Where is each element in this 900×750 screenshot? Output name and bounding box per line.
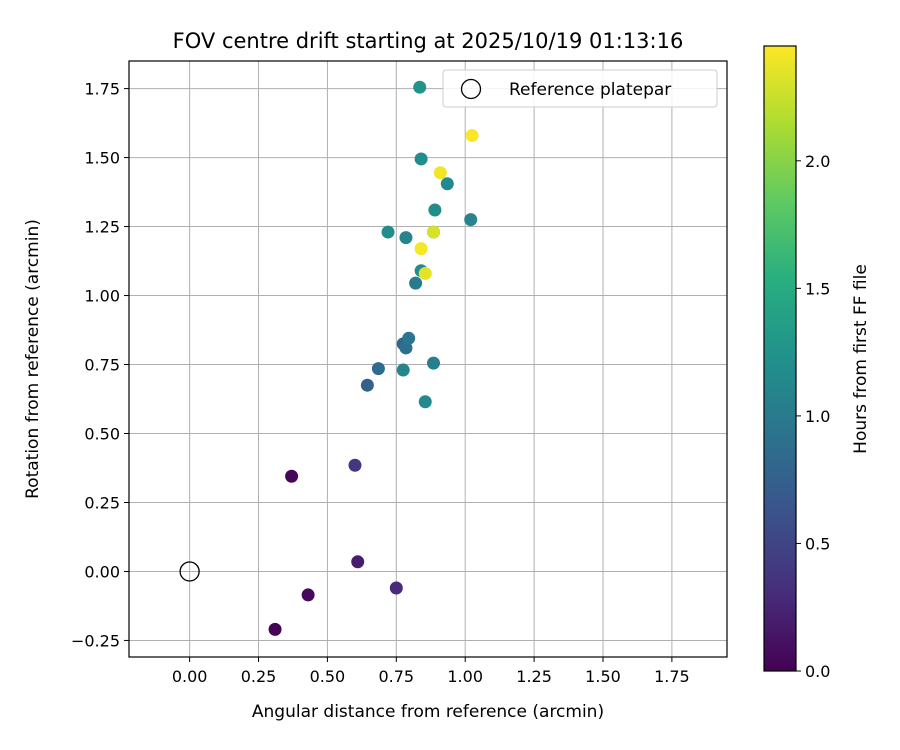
x-tick-label: 1.50 <box>585 667 621 686</box>
data-point <box>414 242 428 256</box>
data-point <box>440 177 454 191</box>
colorbar-ticks: 0.0 0.5 1.0 1.5 2.0 <box>796 152 830 681</box>
data-point <box>285 469 299 483</box>
reference-platepar-marker <box>179 561 200 582</box>
y-tick-label: 1.00 <box>84 287 120 306</box>
data-point <box>418 266 432 280</box>
y-tick-label: 0.25 <box>84 493 120 512</box>
legend-marker-icon <box>460 78 482 100</box>
legend-label: Reference platepar <box>509 80 671 100</box>
x-tick-label: 0.75 <box>378 667 414 686</box>
legend-box <box>442 69 718 108</box>
data-point <box>433 166 447 180</box>
x-tick-label: 1.25 <box>516 667 552 686</box>
y-tick-label: 0.75 <box>84 356 120 375</box>
grid-lines <box>129 61 727 657</box>
data-point <box>414 152 428 166</box>
x-axis-label: Angular distance from reference (arcmin) <box>252 702 604 722</box>
data-point <box>427 225 441 239</box>
data-point <box>396 363 410 377</box>
data-point <box>427 356 441 370</box>
data-point <box>351 555 365 569</box>
y-axis-ticks: −0.25 0.00 0.25 0.50 0.75 1.00 1.25 1.50 1.75 <box>71 80 129 650</box>
y-tick-label: 0.50 <box>84 425 120 444</box>
data-point <box>268 622 282 636</box>
data-point <box>465 129 479 142</box>
data-point <box>389 581 403 595</box>
data-point <box>399 231 413 245</box>
y-axis-label: Rotation from reference (arcmin) <box>23 219 43 499</box>
data-point <box>371 362 385 376</box>
colorbar-gradient <box>763 45 797 672</box>
colorbar-tick-label: 1.0 <box>805 407 830 426</box>
colorbar-tick-label: 0.0 <box>805 662 830 681</box>
colorbar: 0.0 0.5 1.0 1.5 2.0 Hours from first FF file <box>763 45 871 681</box>
colorbar-tick-label: 2.0 <box>805 152 830 171</box>
legend: Reference platepar <box>442 69 718 108</box>
colorbar-tick-label: 0.5 <box>805 534 830 553</box>
chart-title: FOV centre drift starting at 2025/10/19 … <box>173 29 684 53</box>
x-tick-label: 0.50 <box>310 667 346 686</box>
x-tick-label: 0.00 <box>172 667 208 686</box>
data-point <box>428 203 442 217</box>
data-point <box>464 213 478 227</box>
plot-area-frame <box>128 60 728 658</box>
y-tick-label: −0.25 <box>71 631 120 650</box>
data-point <box>402 331 416 345</box>
data-point <box>381 225 395 239</box>
y-tick-label: 1.50 <box>84 149 120 168</box>
y-tick-label: 1.25 <box>84 218 120 237</box>
colorbar-label: Hours from first FF file <box>851 264 871 454</box>
y-tick-label: 1.75 <box>84 80 120 99</box>
data-point <box>301 588 315 602</box>
data-point <box>348 458 362 472</box>
y-tick-label: 0.00 <box>84 562 120 581</box>
data-point <box>413 80 427 94</box>
x-tick-label: 1.00 <box>447 667 483 686</box>
x-tick-label: 1.75 <box>654 667 690 686</box>
data-points <box>179 80 479 636</box>
data-point <box>418 395 432 409</box>
data-point <box>409 276 423 290</box>
data-point <box>360 378 374 392</box>
x-tick-label: 0.25 <box>241 667 277 686</box>
x-axis-ticks: 0.00 0.25 0.50 0.75 1.00 1.25 1.50 1.75 <box>172 657 690 686</box>
colorbar-tick-label: 1.5 <box>805 279 830 298</box>
